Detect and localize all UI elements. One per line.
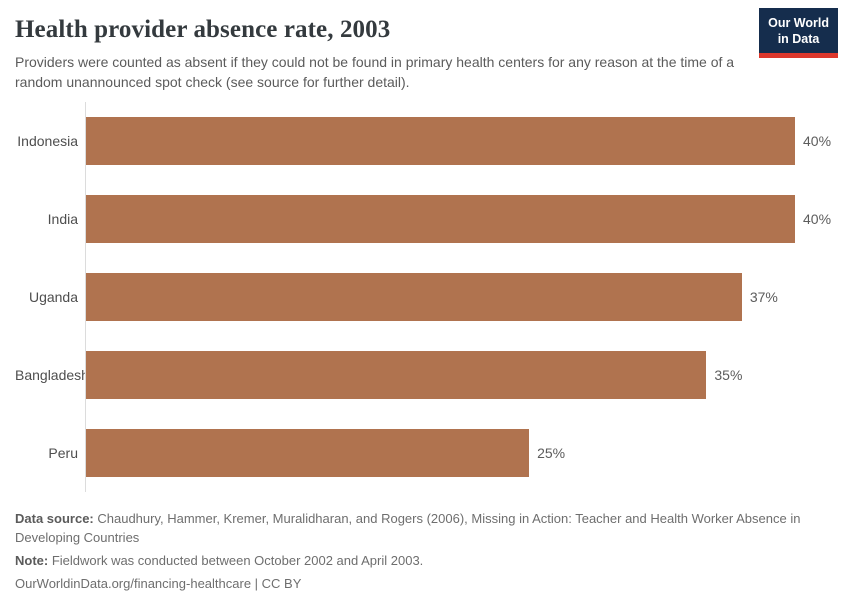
bar[interactable] (86, 116, 795, 165)
category-label: India (47, 210, 78, 227)
note-label: Note: (15, 552, 49, 568)
owid-logo-line2: in Data (777, 32, 820, 47)
bar-row: Uganda 37% (15, 257, 835, 336)
category-label: Indonesia (17, 132, 78, 149)
bar-track: 35% (85, 335, 835, 414)
bar-track: 37% (85, 257, 835, 336)
value-label: 40% (803, 210, 832, 227)
bar[interactable] (86, 350, 707, 399)
value-label: 37% (749, 288, 778, 305)
bar-track: 40% (85, 179, 835, 258)
owid-logo[interactable]: Our World in Data (759, 8, 838, 58)
category-label: Bangladesh (15, 366, 89, 383)
category-label: Peru (48, 444, 78, 461)
chart-header: Health provider absence rate, 2003 Provi… (15, 8, 838, 92)
value-label: 25% (537, 444, 566, 461)
note-text: Fieldwork was conducted between October … (48, 552, 424, 568)
bar[interactable] (86, 428, 530, 477)
chart-footer: Data source: Chaudhury, Hammer, Kremer, … (15, 509, 815, 593)
footer-link[interactable]: OurWorldinData.org/financing-healthcare … (15, 575, 302, 591)
bar-row: Peru 25% (15, 413, 835, 492)
bar-track: 40% (85, 101, 835, 180)
category-label: Uganda (28, 288, 78, 305)
owid-logo-line1: Our World (768, 16, 829, 30)
data-source-label: Data source: (15, 510, 94, 526)
note-line: Note: Fieldwork was conducted between Oc… (15, 551, 815, 570)
bar-row: Indonesia 40% (15, 101, 835, 180)
bar-row: Bangladesh 35% (15, 335, 835, 414)
bar[interactable] (86, 272, 742, 321)
value-label: 40% (803, 132, 832, 149)
chart-title: Health provider absence rate, 2003 (15, 16, 391, 43)
bar[interactable] (86, 194, 795, 243)
value-label: 35% (714, 366, 743, 383)
bar-track: 25% (85, 413, 835, 492)
bar-row: India 40% (15, 179, 835, 258)
chart-subtitle: Providers were counted as absent if they… (15, 53, 735, 90)
bar-chart: Indonesia 40% India 40% Uganda 37% Bangl… (15, 101, 835, 492)
data-source-text: Chaudhury, Hammer, Kremer, Muralidharan,… (15, 510, 801, 545)
data-source-line: Data source: Chaudhury, Hammer, Kremer, … (15, 509, 815, 547)
